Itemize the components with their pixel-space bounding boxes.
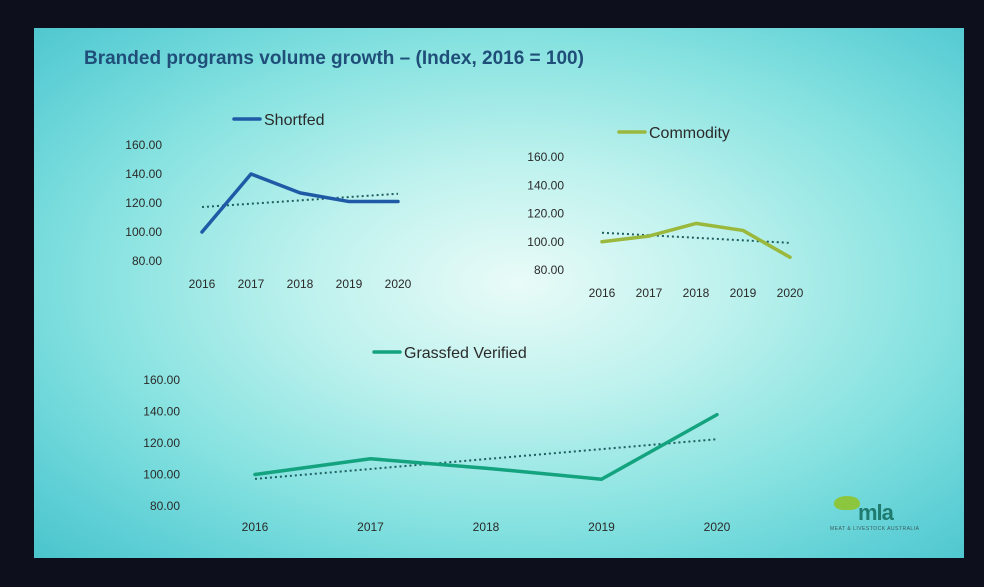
y-tick-label: 140.00 [527, 178, 564, 192]
data-point [369, 457, 372, 461]
series-line [600, 221, 792, 260]
data-point [200, 230, 204, 234]
x-tick-label: 2017 [636, 286, 663, 300]
legend-label: Shortfed [264, 112, 324, 129]
y-tick-label: 160.00 [125, 138, 162, 152]
x-tick-label: 2018 [473, 520, 500, 534]
y-tick-label: 120.00 [143, 436, 180, 450]
data-point [741, 228, 745, 232]
data-point [600, 477, 603, 481]
data-point [249, 172, 253, 176]
data-point [396, 200, 400, 204]
x-tick-label: 2020 [704, 520, 731, 534]
logo-tagline: MEAT & LIVESTOCK AUSTRALIA [830, 526, 920, 532]
x-tick-label: 2020 [385, 277, 412, 291]
y-tick-label: 160.00 [143, 373, 180, 387]
x-tick-label: 2017 [357, 520, 384, 534]
series-line [200, 172, 400, 234]
legend-label: Commodity [649, 125, 730, 142]
trendline [254, 438, 718, 480]
y-tick-label: 120.00 [527, 207, 564, 221]
y-tick-label: 80.00 [534, 263, 564, 277]
logo-leaf-icon [834, 496, 860, 510]
data-point [647, 234, 651, 238]
mla-logo: mla MEAT & LIVESTOCK AUSTRALIA [830, 496, 930, 536]
data-point [600, 240, 604, 244]
x-tick-label: 2018 [683, 286, 710, 300]
x-tick-label: 2017 [238, 277, 265, 291]
y-tick-label: 140.00 [143, 405, 180, 419]
x-tick-label: 2018 [287, 277, 314, 291]
data-point [715, 413, 719, 417]
presentation-slide: Branded programs volume growth – (Index,… [34, 28, 964, 558]
data-point [347, 200, 351, 204]
x-tick-label: 2016 [189, 277, 216, 291]
y-tick-label: 100.00 [527, 235, 564, 249]
legend-label: Grassfed Verified [404, 345, 527, 362]
y-tick-label: 140.00 [125, 167, 162, 181]
y-tick-label: 100.00 [143, 468, 180, 482]
y-tick-label: 120.00 [125, 196, 162, 210]
y-tick-label: 160.00 [527, 150, 564, 164]
x-tick-label: 2019 [730, 286, 757, 300]
x-tick-label: 2016 [242, 520, 269, 534]
data-point [694, 221, 698, 225]
x-tick-label: 2019 [336, 277, 363, 291]
slide-title: Branded programs volume growth – (Index,… [84, 48, 584, 69]
data-point [298, 191, 302, 195]
y-tick-label: 80.00 [132, 254, 162, 268]
x-tick-label: 2020 [777, 286, 804, 300]
data-point [253, 473, 257, 476]
logo-wordmark: mla [858, 500, 894, 525]
data-point [788, 255, 792, 259]
y-tick-label: 100.00 [125, 225, 162, 239]
x-tick-label: 2019 [588, 520, 615, 534]
y-tick-label: 80.00 [150, 499, 180, 513]
data-point [484, 466, 488, 470]
x-tick-label: 2016 [589, 286, 616, 300]
charts-canvas: 80.00 100.00 120.00 140.00 160.00 2016 2017 201… [125, 112, 804, 534]
